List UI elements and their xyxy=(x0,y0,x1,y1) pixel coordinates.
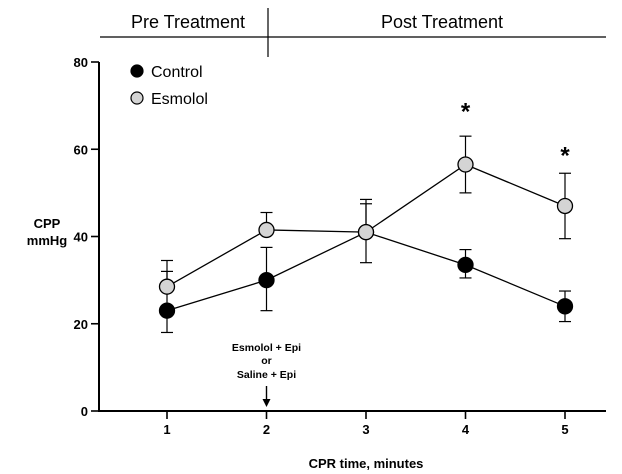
legend-label-control: Control xyxy=(151,64,203,81)
data-point-esmolol xyxy=(158,278,176,295)
data-point-esmolol xyxy=(556,197,574,215)
x-tick-label: 1 xyxy=(163,422,170,437)
series-esmolol xyxy=(158,135,574,295)
phase-label-pre: Pre Treatment xyxy=(131,12,245,32)
series-layer xyxy=(158,135,574,334)
data-point-esmolol xyxy=(357,223,375,241)
data-point-control xyxy=(158,302,176,319)
significance-star: * xyxy=(560,142,570,169)
y-axis-title-line1: CPP xyxy=(34,216,61,231)
down-arrow-icon xyxy=(262,386,271,407)
legend-marker-control xyxy=(130,64,144,78)
y-ticks: 0 20 40 60 80 xyxy=(74,55,99,419)
x-tick-label: 2 xyxy=(263,422,270,437)
data-point-control xyxy=(457,256,474,274)
legend-item-control: Control xyxy=(130,64,203,81)
treatment-annotation: Esmolol + Epi or Saline + Epi xyxy=(232,342,301,407)
legend: Control Esmolol xyxy=(130,64,208,108)
x-tick-label: 4 xyxy=(462,422,470,437)
y-tick-label: 60 xyxy=(74,142,88,157)
y-tick-label: 20 xyxy=(74,317,88,332)
annotation-line-3: Saline + Epi xyxy=(237,369,296,381)
significance-markers: ** xyxy=(461,99,571,170)
data-point-esmolol xyxy=(457,156,474,173)
legend-label-esmolol: Esmolol xyxy=(151,91,208,108)
legend-marker-esmolol xyxy=(130,91,144,105)
y-tick-label: 40 xyxy=(74,230,88,245)
data-point-control xyxy=(258,271,275,289)
x-tick-label: 5 xyxy=(561,422,568,437)
y-tick-label: 80 xyxy=(74,55,88,70)
phase-header: Pre Treatment Post Treatment xyxy=(100,8,606,57)
y-axis-title: CPP mmHg xyxy=(27,216,68,248)
y-tick-label: 0 xyxy=(81,404,88,419)
legend-item-esmolol: Esmolol xyxy=(130,91,208,108)
x-axis-title: CPR time, minutes xyxy=(309,456,424,471)
significance-star: * xyxy=(461,99,471,126)
phase-label-post: Post Treatment xyxy=(381,12,503,32)
x-ticks: 1 2 3 4 5 xyxy=(163,411,569,437)
data-point-control xyxy=(556,298,574,315)
annotation-line-2: or xyxy=(261,355,272,367)
annotation-line-1: Esmolol + Epi xyxy=(232,342,301,354)
data-point-esmolol xyxy=(258,221,275,239)
x-tick-label: 3 xyxy=(362,422,369,437)
y-axis-title-line2: mmHg xyxy=(27,233,68,248)
